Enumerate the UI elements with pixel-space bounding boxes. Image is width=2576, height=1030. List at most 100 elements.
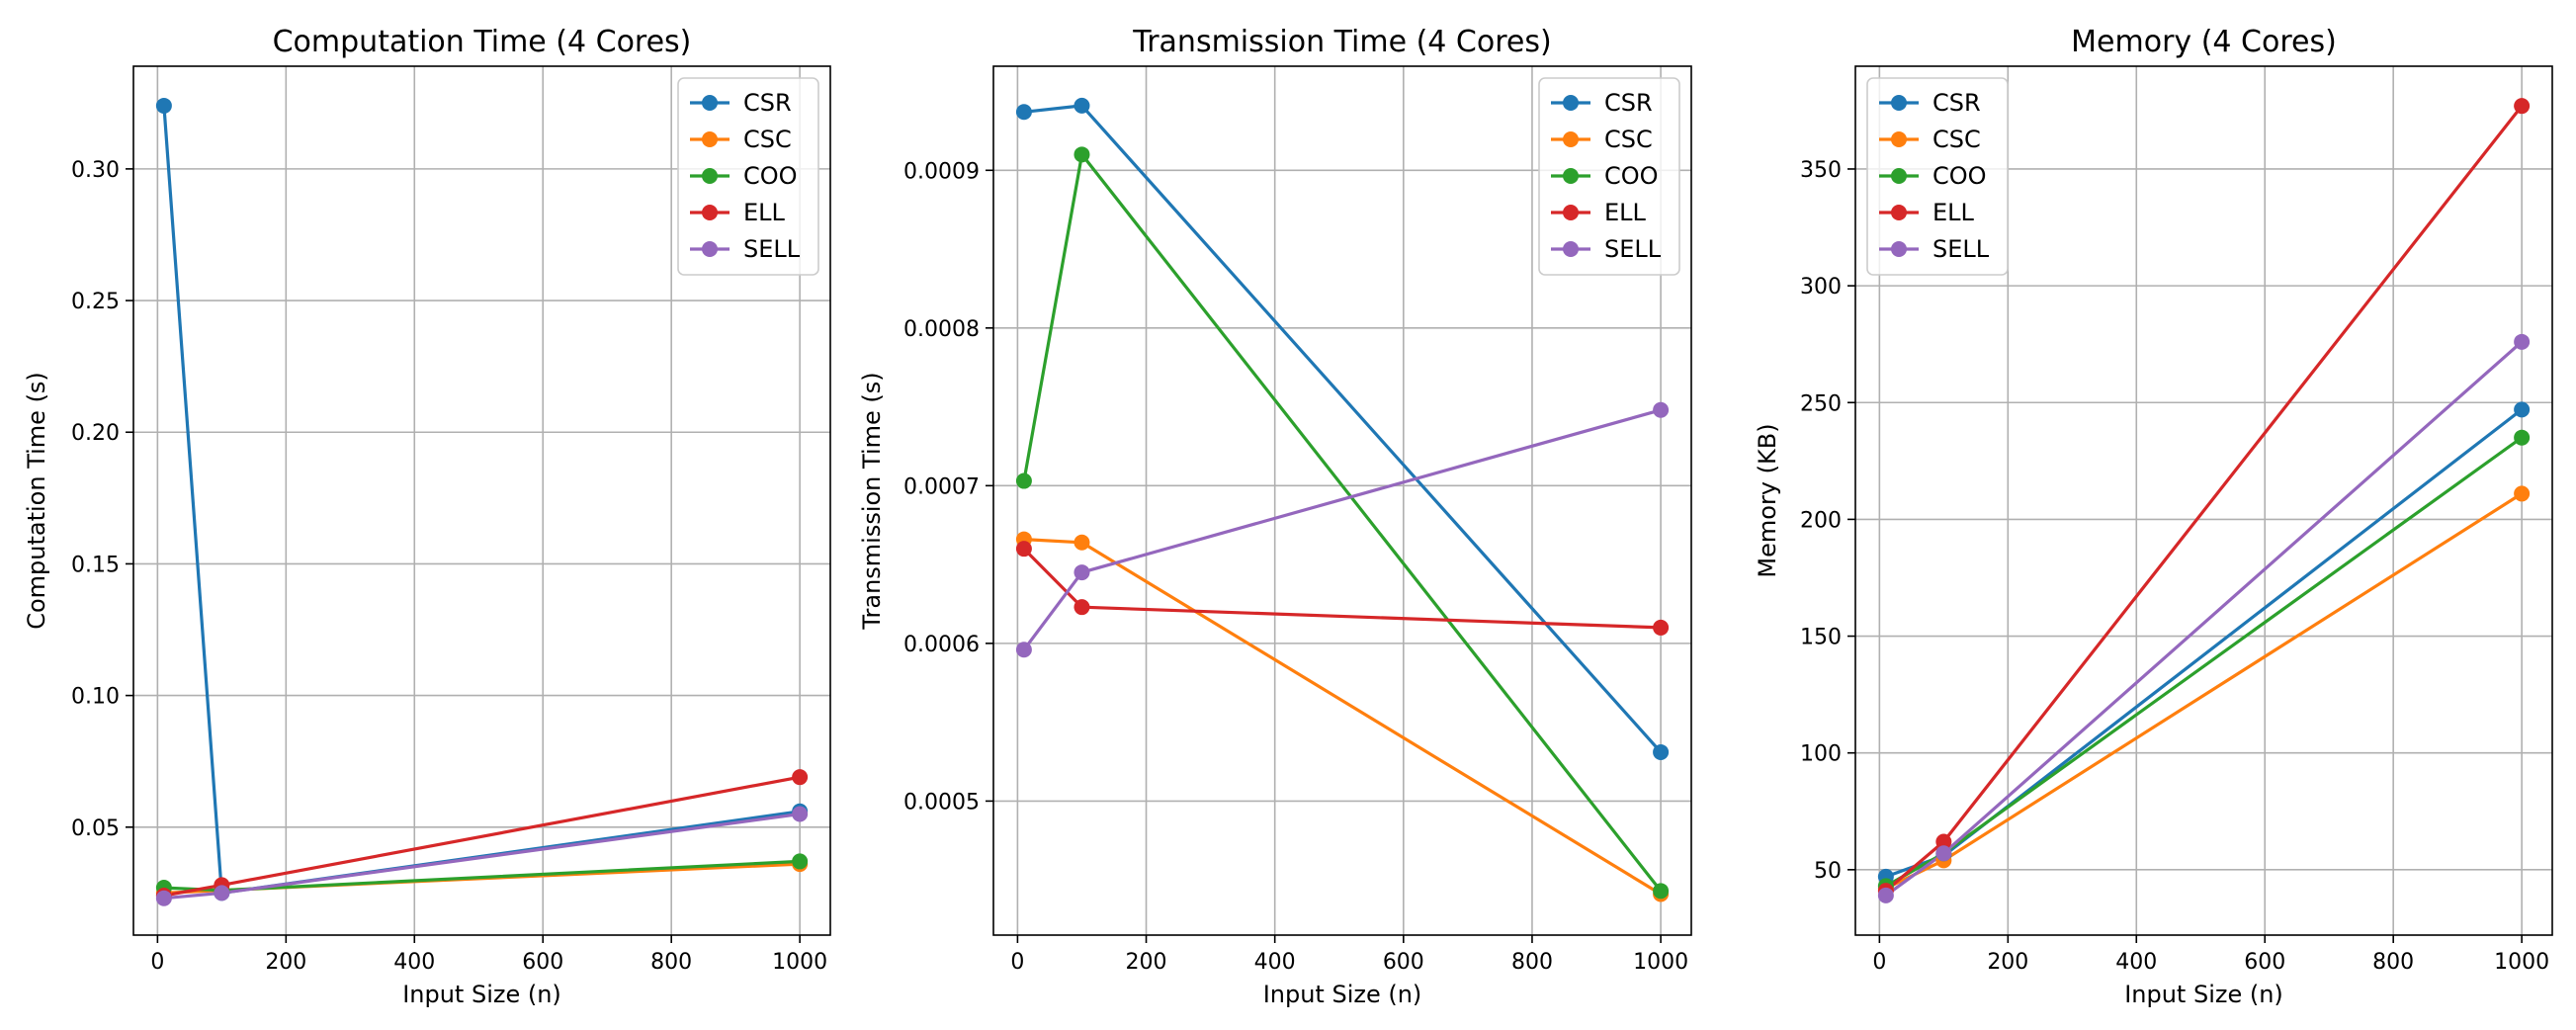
x-tick-label: 200 xyxy=(265,950,306,975)
legend-label-ell: ELL xyxy=(743,199,786,226)
chart-title: Transmission Time (4 Cores) xyxy=(1132,25,1551,59)
data-point-csr xyxy=(1015,104,1032,121)
y-tick-label: 0.30 xyxy=(71,158,120,183)
data-point-sell xyxy=(1653,401,1670,418)
y-tick-label: 0.0005 xyxy=(903,790,980,815)
x-tick-label: 0 xyxy=(1010,950,1024,975)
x-tick-label: 1000 xyxy=(772,950,827,975)
chart-title: Memory (4 Cores) xyxy=(2071,25,2337,59)
x-tick-label: 200 xyxy=(1987,950,2028,975)
series-line-sell xyxy=(1022,408,1662,651)
legend-box xyxy=(1866,77,2009,276)
series-line-csr xyxy=(1885,408,2524,879)
legend-label-ell: ELL xyxy=(1932,199,1975,226)
legend-marker-ell xyxy=(1563,205,1579,220)
series-line-sell xyxy=(1884,340,2524,898)
legend-label-sell: SELL xyxy=(743,235,801,263)
data-point-csc xyxy=(2514,485,2531,502)
data-point-ell xyxy=(1653,619,1670,636)
legend-label-csr: CSR xyxy=(1932,89,1981,117)
data-point-sell xyxy=(155,890,172,906)
plot-frame xyxy=(992,65,1692,936)
data-point-ell xyxy=(2514,98,2531,115)
legend-label-sell: SELL xyxy=(1932,235,1990,263)
y-tick-label: 50 xyxy=(1814,859,1842,884)
y-axis-label: Computation Time (s) xyxy=(23,372,50,630)
y-tick-label: 250 xyxy=(1800,391,1842,416)
legend-label-ell: ELL xyxy=(1604,199,1647,226)
y-tick-label: 0.25 xyxy=(71,290,120,314)
legend-label-csr: CSR xyxy=(743,89,792,117)
series-line-csc xyxy=(1023,538,1662,896)
x-tick-label: 400 xyxy=(2115,950,2157,975)
plot-frame xyxy=(1854,65,2553,936)
x-tick-label: 800 xyxy=(2372,950,2414,975)
legend-marker-sell xyxy=(1563,241,1579,257)
x-tick-label: 600 xyxy=(2244,950,2285,975)
data-point-ell xyxy=(1073,599,1090,616)
legend-marker-ell xyxy=(702,205,718,220)
legend-marker-csr xyxy=(702,95,718,111)
data-point-csr xyxy=(1653,743,1670,760)
x-tick-label: 800 xyxy=(1511,950,1553,975)
data-point-csr xyxy=(155,97,172,114)
y-axis-label: Transmission Time (s) xyxy=(858,372,886,630)
legend-marker-csr xyxy=(1891,95,1907,111)
legend-label-coo: COO xyxy=(743,162,798,190)
chart-panel-2: 0 200 400 600 800 1000 50 100 150 200 250 300 350 Mem… xyxy=(1754,25,2553,1008)
y-tick-label: 0.0007 xyxy=(903,474,980,499)
legend-label-sell: SELL xyxy=(1604,235,1662,263)
chart-panel-1: 0 200 400 600 800 1000 0.0005 0.0006 0.0007 0.000… xyxy=(858,25,1692,1008)
legend-label-csc: CSC xyxy=(743,126,792,153)
x-tick-label: 600 xyxy=(522,950,563,975)
plot-frame xyxy=(132,65,831,936)
y-tick-label: 0.0006 xyxy=(903,633,980,657)
data-point-csr xyxy=(1073,97,1090,114)
legend-label-coo: COO xyxy=(1604,162,1659,190)
y-tick-label: 0.20 xyxy=(71,421,120,446)
y-tick-label: 350 xyxy=(1800,158,1842,183)
data-point-coo xyxy=(1015,472,1032,489)
legend-marker-csr xyxy=(1563,95,1579,111)
x-axis-label: Input Size (n) xyxy=(402,981,561,1008)
y-tick-label: 0.05 xyxy=(71,816,120,841)
x-tick-label: 400 xyxy=(1254,950,1296,975)
y-tick-label: 100 xyxy=(1800,742,1842,767)
data-point-csr xyxy=(2514,401,2531,418)
data-point-coo xyxy=(1073,146,1090,163)
legend: CSR CSC COO ELL SELL xyxy=(677,77,819,276)
data-point-sell xyxy=(792,806,809,822)
legend-marker-sell xyxy=(702,241,718,257)
legend-label-csr: CSR xyxy=(1604,89,1653,117)
y-tick-label: 150 xyxy=(1800,626,1842,650)
y-tick-label: 0.10 xyxy=(71,685,120,710)
y-tick-label: 300 xyxy=(1800,275,1842,300)
x-axis-label: Input Size (n) xyxy=(1263,981,1422,1008)
legend-marker-sell xyxy=(1891,241,1907,257)
legend-marker-coo xyxy=(1563,168,1579,184)
legend-marker-ell xyxy=(1891,205,1907,220)
data-point-sell xyxy=(214,885,230,901)
series-line-csc xyxy=(1885,492,2523,891)
legend-marker-csc xyxy=(1563,131,1579,147)
y-tick-label: 0.0009 xyxy=(903,159,980,184)
data-point-sell xyxy=(1877,887,1894,903)
x-tick-label: 1000 xyxy=(2494,950,2549,975)
data-point-sell xyxy=(2514,333,2531,350)
x-tick-label: 800 xyxy=(650,950,692,975)
series-line-coo xyxy=(163,859,801,893)
x-tick-label: 600 xyxy=(1383,950,1424,975)
x-tick-label: 1000 xyxy=(1633,950,1688,975)
data-point-csc xyxy=(1073,534,1090,551)
legend-label-coo: COO xyxy=(1932,162,1987,190)
data-point-coo xyxy=(2514,429,2531,446)
legend-marker-coo xyxy=(702,168,718,184)
data-point-sell xyxy=(1073,564,1090,581)
legend-marker-csc xyxy=(702,131,718,147)
x-tick-label: 400 xyxy=(393,950,435,975)
data-point-ell xyxy=(1935,833,1952,850)
chart-panel-0: 0 200 400 600 800 1000 0.05 0.10 0.15 0.20 0.25 0.3… xyxy=(23,25,831,1008)
data-point-coo xyxy=(1653,883,1670,900)
